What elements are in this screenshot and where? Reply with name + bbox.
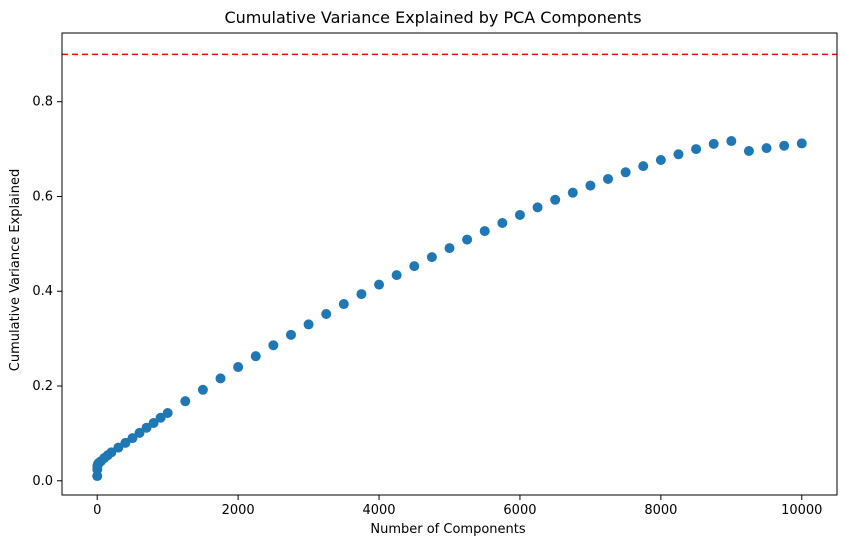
scatter-point: [638, 161, 649, 172]
scatter-point: [426, 252, 437, 263]
y-ticks: 0.0 0.2 0.4 0.6 0.8: [32, 95, 62, 489]
x-tick-label: 6000: [503, 503, 536, 518]
scatter-point: [567, 187, 578, 198]
x-tick-label: 8000: [644, 503, 677, 518]
scatter-point: [268, 340, 279, 351]
plot-area: [61, 32, 838, 496]
scatter-point: [391, 270, 402, 281]
scatter-point: [655, 154, 666, 165]
scatter-point: [444, 243, 455, 254]
scatter-point: [708, 138, 719, 149]
scatter-series: [92, 136, 807, 482]
scatter-point: [514, 209, 525, 220]
scatter-point: [303, 319, 314, 330]
y-tick-label: 0.0: [32, 474, 53, 489]
scatter-point: [106, 447, 117, 458]
x-tick-label: 2000: [222, 503, 255, 518]
scatter-point: [233, 362, 244, 373]
scatter-point: [134, 427, 145, 438]
scatter-point: [743, 145, 754, 156]
scatter-point: [250, 351, 261, 362]
scatter-point: [374, 279, 385, 290]
scatter-point: [673, 149, 684, 160]
y-axis-label: Cumulative Variance Explained: [8, 169, 23, 371]
scatter-point: [479, 226, 490, 237]
y-tick-label: 0.2: [32, 379, 53, 394]
x-tick-label: 10000: [781, 503, 822, 518]
scatter-point: [321, 308, 332, 319]
scatter-point: [120, 437, 131, 448]
scatter-point: [620, 167, 631, 178]
scatter-point: [409, 261, 420, 272]
chart-title: Cumulative Variance Explained by PCA Com…: [224, 8, 641, 27]
scatter-point: [338, 299, 349, 310]
scatter-point: [585, 180, 596, 191]
plot-frame: [61, 32, 838, 496]
scatter-point: [215, 373, 226, 384]
scatter-point: [691, 144, 702, 155]
x-tick-label: 0: [93, 503, 101, 518]
scatter-point: [127, 433, 138, 444]
scatter-point: [197, 384, 208, 395]
scatter-point: [532, 202, 543, 213]
scatter-point: [285, 329, 296, 340]
y-tick-label: 0.4: [32, 284, 53, 299]
scatter-point: [761, 143, 772, 154]
y-tick-label: 0.8: [32, 95, 53, 110]
scatter-point: [550, 194, 561, 205]
scatter-point: [779, 140, 790, 151]
scatter-point: [726, 136, 737, 147]
x-ticks: 0 2000 4000 6000 8000 10000: [93, 495, 822, 518]
scatter-point: [603, 173, 614, 184]
scatter-point: [141, 422, 152, 433]
scatter-point: [148, 417, 159, 428]
scatter-point: [155, 412, 166, 423]
scatter-point: [162, 408, 173, 419]
scatter-point: [113, 442, 124, 453]
scatter-point: [180, 396, 191, 407]
scatter-point: [462, 234, 473, 245]
x-tick-label: 4000: [362, 503, 395, 518]
scatter-point: [497, 218, 508, 229]
scatter-point: [796, 138, 807, 149]
x-axis-label: Number of Components: [370, 522, 525, 537]
scatter-point: [356, 289, 367, 300]
y-tick-label: 0.6: [32, 189, 53, 204]
